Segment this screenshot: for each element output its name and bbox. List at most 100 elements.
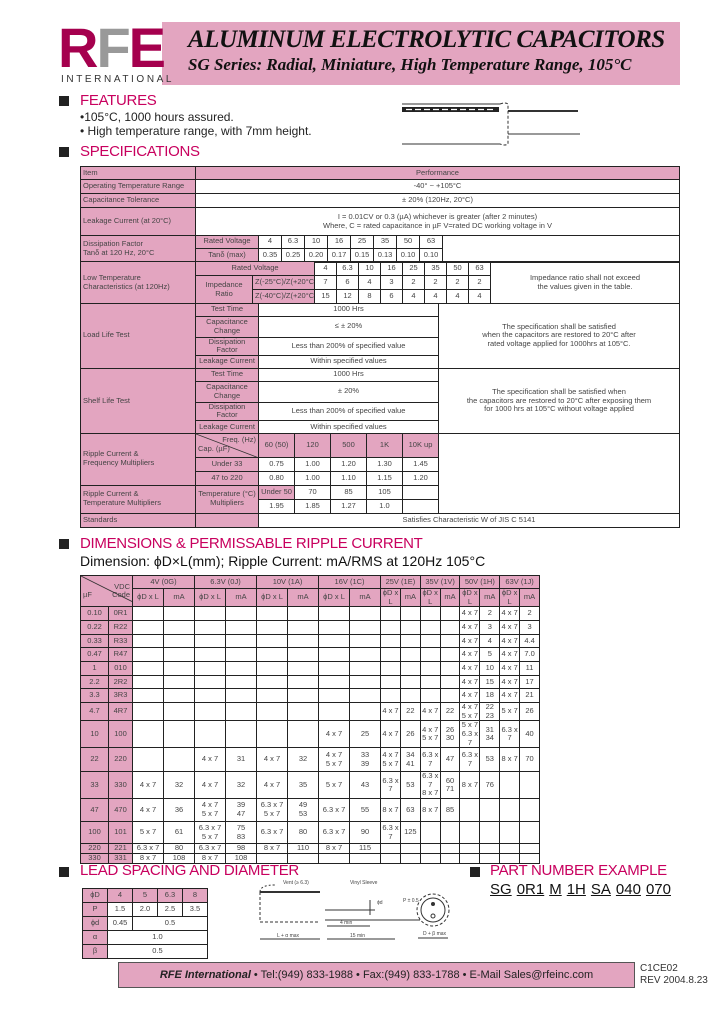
ripple-current-cell: 53 [399, 771, 421, 800]
code-cell: 4R7 [108, 702, 133, 722]
ripple-current-cell [287, 688, 320, 704]
ripple-current-cell: 2 [519, 606, 540, 621]
dimension-cell: 4 x 7 [499, 647, 521, 662]
item-header: Item [80, 166, 196, 180]
dimension-cell [380, 619, 401, 635]
dimension-cell: 4 x 7 [419, 702, 441, 722]
table-cell: 120 [294, 432, 331, 458]
dimension-cell: 5 x 7 [318, 771, 351, 800]
dimension-cell [132, 688, 164, 704]
table-cell: 1.20 [402, 470, 439, 486]
dimension-cell: 8 x 7 [419, 798, 441, 823]
ripple-current-cell [225, 720, 258, 749]
dimension-cell: 8 x 7 [499, 747, 521, 773]
ripple-current-cell: 60 71 [439, 771, 461, 800]
ma-subheader: mA [349, 587, 382, 608]
dimension-cell: 4 x 7 [499, 661, 521, 676]
dimension-cell [459, 843, 481, 855]
ripple-current-cell [519, 821, 540, 845]
dimension-cell [419, 647, 441, 662]
capacitor-illustration [402, 102, 580, 146]
table-cell: 10 [304, 234, 328, 249]
dimension-cell [499, 798, 521, 823]
table-row: 2.2 2R2 4 x 7 15 4 x 7 17 [80, 674, 540, 690]
code-cell: R22 [108, 619, 133, 635]
load-life-note: The specification shall be satisfied whe… [438, 302, 680, 369]
ma-subheader: mA [162, 587, 196, 608]
lead-dimension-diagram: Vent (≥ 6.3) Vinyl Sleeve ϕd P ± 0.5 4 m… [259, 880, 450, 940]
table-cell: 8 [182, 888, 208, 903]
ripple-current-cell: 22 23 [479, 702, 501, 722]
dimension-cell [256, 674, 289, 690]
dimension-cell: 4 x 7 [318, 720, 351, 749]
vent-label: Vent (≥ 6.3) [283, 880, 309, 886]
table-cell: 60 (50) [258, 432, 295, 458]
table-cell: 35 [424, 261, 447, 276]
dimension-cell [256, 606, 289, 621]
dimension-cell: 6.3 x 7 5 x 7 [256, 798, 289, 823]
dimension-cell [318, 688, 351, 704]
ripple-current-cell [225, 619, 258, 635]
table-row: 22 220 4 x 7 31 4 x 7 32 4 x 7 5 x 7 33 39 4 x 7… [80, 747, 540, 773]
ripple-current-cell [287, 633, 320, 649]
table-cell [442, 235, 680, 263]
ripple-current-cell [162, 674, 196, 690]
dimension-cell: 8 x 7 [459, 771, 481, 800]
table-cell: 1.30 [366, 456, 403, 472]
ripple-current-cell: 25 [349, 720, 382, 749]
ripple-current-cell: 43 [349, 771, 382, 800]
ripple-current-cell [287, 702, 320, 722]
dimension-cell: 4 x 7 [132, 771, 164, 800]
table-row: 1 010 4 x 7 10 4 x 7 11 [80, 661, 540, 676]
ripple-current-cell [519, 798, 540, 823]
table-cell: 0.10 [396, 247, 420, 263]
ripple-current-cell: 17 [519, 674, 540, 690]
l-alpha-label: L + α max [277, 933, 300, 939]
dimension-cell [499, 821, 521, 845]
capacitance-cell: 3.3 [80, 688, 109, 704]
table-cell: 4 [424, 289, 447, 304]
table-cell: 0.10 [419, 247, 443, 263]
dimension-cell [256, 688, 289, 704]
ripple-current-cell [519, 771, 540, 800]
table-cell: 6 [380, 289, 403, 304]
ripple-current-cell: 115 [349, 843, 382, 855]
dimension-cell [419, 619, 441, 635]
pitch-label: P ± 0.5 [403, 898, 419, 904]
capacitance-cell: 4.7 [80, 702, 109, 722]
dimension-cell: 8 x 7 [380, 798, 401, 823]
table-cell: 16 [327, 234, 351, 249]
table-cell: 4 [107, 888, 133, 903]
bullet-square-icon [470, 867, 480, 877]
tan-label: Tanδ (max) [195, 247, 259, 263]
ripple-current-cell [519, 843, 540, 855]
ripple-current-cell: 31 [225, 747, 258, 773]
ripple-current-cell [287, 853, 320, 865]
table-cell [195, 512, 259, 528]
table-cell: Less than 200% of specified value [258, 401, 439, 422]
ripple-current-cell: 40 [519, 720, 540, 749]
dimensions-subheading: Dimension: ϕD×L(mm); Ripple Current: mA/… [80, 553, 486, 569]
ripple-current-cell [479, 843, 501, 855]
ripple-current-cell [399, 661, 421, 676]
table-cell: 0.45 [107, 916, 133, 931]
dimension-cell: 4 x 7 [499, 606, 521, 621]
ripple-current-cell [225, 606, 258, 621]
dimension-cell: 4 x 7 [256, 771, 289, 800]
ripple-current-cell: 33 39 [349, 747, 382, 773]
ripple-current-cell [162, 720, 196, 749]
table-cell: 6.3 [157, 888, 183, 903]
leakage-value: I = 0.01CV or 0.3 (µA) whichever is grea… [195, 207, 680, 236]
table-cell: 63 [419, 234, 443, 249]
ripple-current-cell: 22 [399, 702, 421, 722]
dimension-cell [419, 843, 441, 855]
ripple-current-cell: 108 [162, 853, 196, 865]
dimension-cell [318, 702, 351, 722]
table-cell: 15 [314, 289, 337, 304]
dimension-cell: 6.3 x 7 [318, 821, 351, 845]
ripple-current-cell [225, 688, 258, 704]
ripple-current-cell [439, 633, 461, 649]
voltage-header: 4V (0G) [131, 575, 196, 589]
